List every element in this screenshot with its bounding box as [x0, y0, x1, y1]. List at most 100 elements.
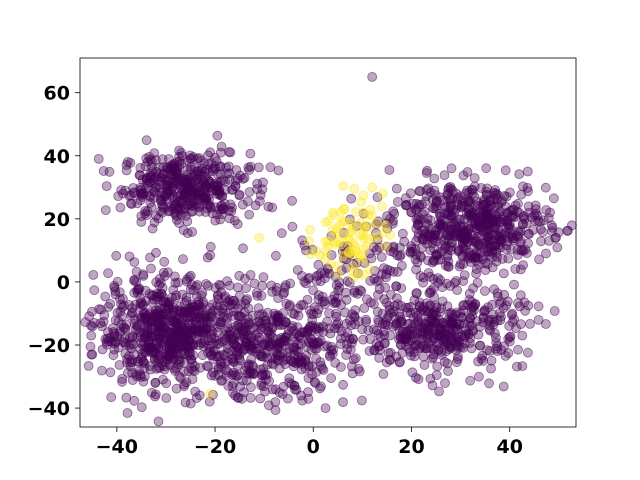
data-point: [431, 370, 442, 381]
data-point: [327, 348, 338, 359]
data-point: [242, 368, 253, 379]
data-point: [421, 184, 432, 195]
data-point: [192, 280, 203, 290]
data-point: [174, 371, 185, 382]
data-point: [224, 280, 235, 291]
data-point: [242, 196, 253, 207]
data-point: [410, 372, 421, 383]
data-point: [205, 388, 216, 399]
data-point: [183, 366, 194, 377]
data-point: [297, 395, 308, 406]
data-point: [216, 141, 227, 152]
data-point: [147, 223, 158, 234]
data-point: [129, 257, 140, 268]
data-point: [287, 195, 298, 206]
data-point: [319, 299, 330, 310]
data-point: [258, 177, 268, 188]
data-point: [159, 355, 169, 366]
data-point: [469, 173, 480, 183]
data-point: [118, 188, 128, 199]
data-point: [371, 218, 382, 229]
data-point: [481, 198, 491, 209]
data-point: [276, 228, 287, 239]
data-point: [305, 224, 316, 235]
data-point: [465, 375, 476, 386]
data-point: [215, 280, 226, 291]
data-point: [245, 392, 256, 403]
data-point: [154, 279, 165, 290]
data-point: [446, 163, 457, 174]
y-tick-label: 60: [44, 83, 70, 105]
data-point: [124, 351, 135, 362]
data-point: [304, 272, 315, 283]
data-point: [256, 377, 267, 388]
data-point: [267, 384, 278, 395]
data-point: [347, 333, 358, 344]
data-point: [183, 335, 194, 346]
data-point: [461, 240, 472, 251]
data-point: [201, 164, 212, 175]
data-point: [433, 344, 444, 355]
data-point: [254, 232, 265, 243]
data-point: [435, 254, 446, 265]
data-point: [244, 209, 255, 220]
data-point: [126, 339, 137, 350]
data-point: [150, 340, 161, 351]
data-point: [380, 241, 391, 251]
data-point: [244, 187, 255, 197]
data-point: [149, 311, 160, 322]
data-point: [255, 393, 266, 404]
data-point: [234, 270, 245, 281]
data-point: [251, 288, 262, 298]
data-point: [179, 319, 190, 330]
data-point: [190, 386, 201, 397]
data-point: [230, 390, 241, 401]
data-point: [343, 234, 354, 245]
data-point: [100, 205, 111, 216]
data-point: [157, 374, 168, 385]
data-point: [327, 207, 338, 218]
data-point: [205, 250, 216, 261]
data-point: [208, 305, 218, 316]
data-point: [267, 286, 278, 297]
data-point: [423, 255, 433, 266]
data-point: [216, 191, 227, 201]
data-point: [291, 345, 302, 356]
y-tick-label: −20: [28, 335, 70, 357]
data-point: [274, 363, 285, 374]
data-point: [185, 153, 196, 164]
data-point: [392, 196, 403, 207]
data-point: [396, 316, 407, 327]
data-point: [501, 191, 512, 202]
data-point: [145, 252, 155, 263]
data-point: [351, 206, 361, 217]
data-point: [108, 327, 119, 337]
data-point: [287, 221, 298, 232]
data-point: [245, 270, 256, 280]
data-point: [403, 326, 414, 337]
data-point: [161, 193, 172, 204]
data-point: [335, 362, 346, 372]
data-point: [86, 330, 97, 341]
data-point: [84, 311, 95, 322]
data-point: [258, 272, 269, 283]
data-point: [161, 378, 172, 389]
data-point: [213, 362, 224, 373]
data-point: [296, 333, 307, 344]
data-point: [374, 284, 385, 294]
data-point: [397, 228, 408, 239]
data-point: [481, 186, 492, 197]
data-point: [238, 243, 248, 254]
data-point: [171, 214, 182, 225]
data-point: [96, 304, 106, 315]
data-point: [171, 383, 182, 394]
data-point: [136, 217, 147, 227]
y-tick-label: 20: [44, 209, 70, 231]
data-point: [426, 285, 436, 296]
data-point: [169, 178, 180, 188]
data-point: [466, 296, 477, 307]
data-point: [83, 360, 94, 371]
data-point: [145, 172, 156, 183]
data-point: [344, 246, 355, 257]
data-point: [418, 277, 429, 288]
